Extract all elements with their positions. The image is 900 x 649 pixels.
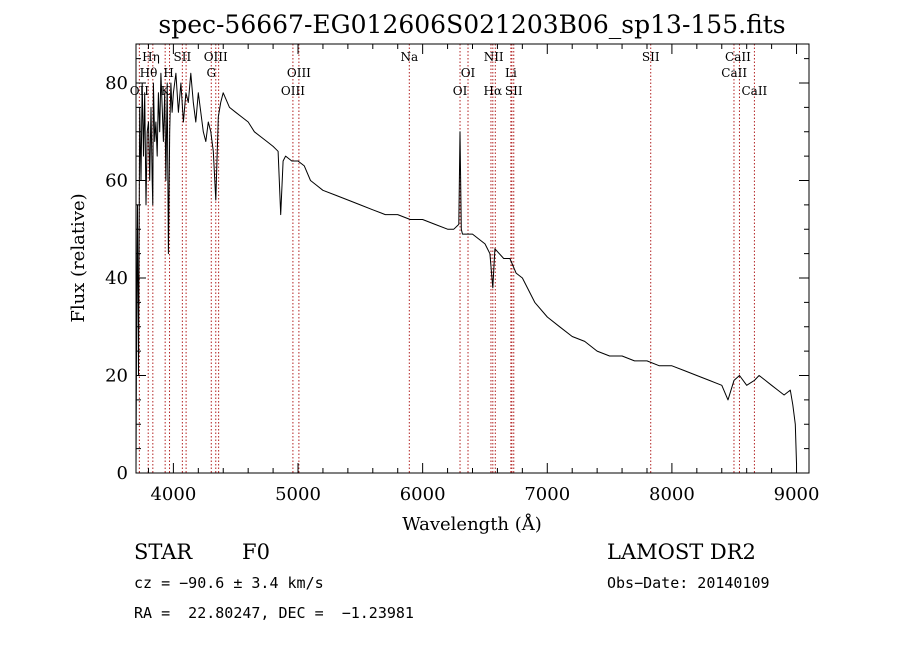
line-label: OI: [453, 84, 468, 98]
redshift-value: cz = −90.6 ± 3.4 km/s: [134, 574, 324, 592]
line-label: Hα: [484, 84, 503, 98]
axis-ticks: 4000 5000 6000 7000 8000 9000 0 20 40 60 80: [105, 44, 819, 505]
y-axis-label: Flux (relative): [68, 193, 89, 322]
line-label: G: [206, 66, 216, 80]
spectrum-chart: spec-56667-EG012606S021203B06_sp13-155.f…: [68, 10, 819, 535]
y-tick-label: 20: [105, 366, 128, 387]
line-label: OI: [461, 66, 476, 80]
line-label: Hη: [142, 50, 160, 64]
coordinates: RA = 22.80247, DEC = −1.23981: [134, 604, 414, 622]
x-tick-label: 8000: [649, 484, 695, 505]
line-label: OIII: [287, 66, 311, 80]
line-label: H: [163, 66, 173, 80]
object-subclass: F0: [242, 540, 270, 564]
object-class: STAR: [134, 540, 193, 564]
x-tick-label: 4000: [150, 484, 196, 505]
plot-frame: [135, 43, 810, 474]
y-tick-label: 0: [117, 463, 128, 484]
line-label: K: [161, 84, 171, 98]
emission-line-labels: OIIHηHθKHSIIGOIIIOIIIOIIINaOIOINIIHαLiSI…: [130, 50, 768, 98]
line-label: CaII: [725, 50, 751, 64]
x-tick-label: 5000: [275, 484, 321, 505]
line-label: SII: [642, 50, 660, 64]
y-tick-label: 80: [105, 73, 128, 94]
line-label: Li: [505, 66, 517, 80]
x-tick-label: 7000: [524, 484, 570, 505]
line-label: Hθ: [140, 66, 158, 80]
x-axis-label: Wavelength (Å): [402, 513, 542, 535]
y-tick-label: 40: [105, 268, 128, 289]
survey-name: LAMOST DR2: [607, 540, 756, 564]
line-label: OII: [130, 84, 150, 98]
x-tick-label: 9000: [774, 484, 820, 505]
line-label: CaII: [741, 84, 767, 98]
chart-title: spec-56667-EG012606S021203B06_sp13-155.f…: [158, 10, 785, 39]
line-label: OIII: [281, 84, 305, 98]
line-label: SII: [505, 84, 523, 98]
spectrum-series: [135, 72, 797, 474]
emission-line-markers: [138, 44, 755, 473]
x-tick-label: 6000: [400, 484, 446, 505]
observation-date: Obs−Date: 20140109: [607, 574, 770, 592]
line-label: SII: [174, 50, 192, 64]
line-label: NII: [484, 50, 504, 64]
line-label: CaII: [721, 66, 747, 80]
line-label: OIII: [204, 50, 228, 64]
line-label: Na: [400, 50, 418, 64]
y-tick-label: 60: [105, 171, 128, 192]
spectrum-line: [135, 72, 797, 474]
